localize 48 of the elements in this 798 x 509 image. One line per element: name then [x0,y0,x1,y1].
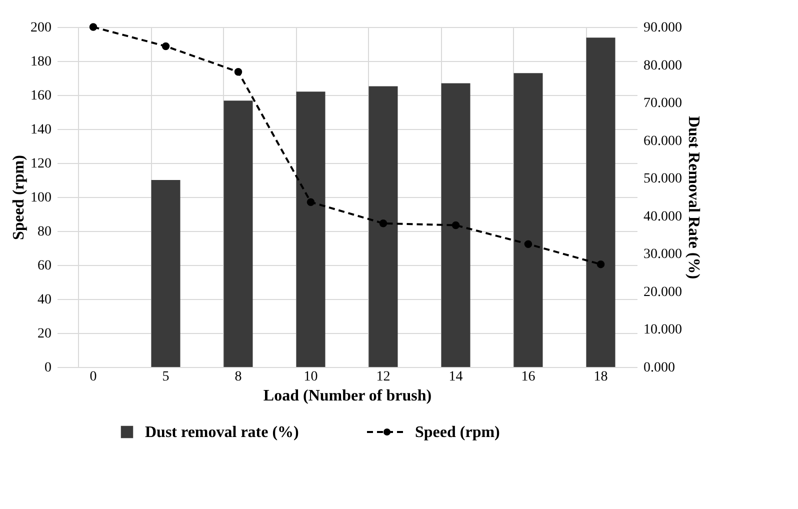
y2-tick-label: 40.000 [644,209,682,224]
y2-tick-label: 0.000 [644,360,675,376]
y-tick-label: 180 [30,54,52,70]
y-tick-label: 200 [30,20,52,36]
y2-tick-label: 80.000 [644,58,682,74]
y-axis-title: Speed (rpm) [10,155,28,240]
y2-axis-title: Dust Removal Rate (%) [685,116,702,280]
x-tick-label: 18 [594,370,608,384]
point [452,221,460,230]
x-tick-label: 8 [234,370,242,384]
point [379,219,388,228]
bar [514,73,543,367]
y2-tick-label: 60.000 [644,134,682,149]
y-tick-label: 160 [30,88,52,104]
x-tick-label: 10 [304,370,318,384]
y2-tick-label: 10.000 [644,322,682,338]
bar [441,83,470,367]
y-tick-label: 60 [38,258,52,274]
legend-label: Speed (rpm) [415,424,500,441]
y-tick-label: 20 [38,326,52,342]
point [596,260,605,268]
x-tick-label: 5 [162,370,170,384]
y-tick-label: 140 [30,122,52,138]
y-tick-label: 40 [38,292,52,308]
bar [296,92,326,367]
legend-label: Dust removal rate (%) [145,424,299,441]
x-tick-label: 0 [90,370,97,384]
point [89,23,98,31]
y2-tick-label: 50.000 [644,172,682,187]
y2-tick-label: 30.000 [644,247,682,262]
y2-tick-label: 90.000 [644,20,682,36]
bar [224,100,253,367]
x-axis-title: Load (Number of brush) [263,388,432,404]
bar [151,180,180,367]
y-tick-label: 120 [30,156,52,172]
y-tick-label: 100 [30,190,52,206]
y2-tick-label: 70.000 [644,96,682,112]
x-tick-label: 12 [376,370,390,384]
y2-tick-label: 20.000 [644,284,682,300]
point [524,240,532,248]
x-tick-label: 16 [521,370,536,384]
point [162,42,170,50]
x-tick-label: 14 [448,370,463,384]
point [306,198,315,206]
point [234,68,242,76]
y-tick-label: 80 [38,224,52,240]
bar [586,38,616,367]
bar [368,86,398,367]
